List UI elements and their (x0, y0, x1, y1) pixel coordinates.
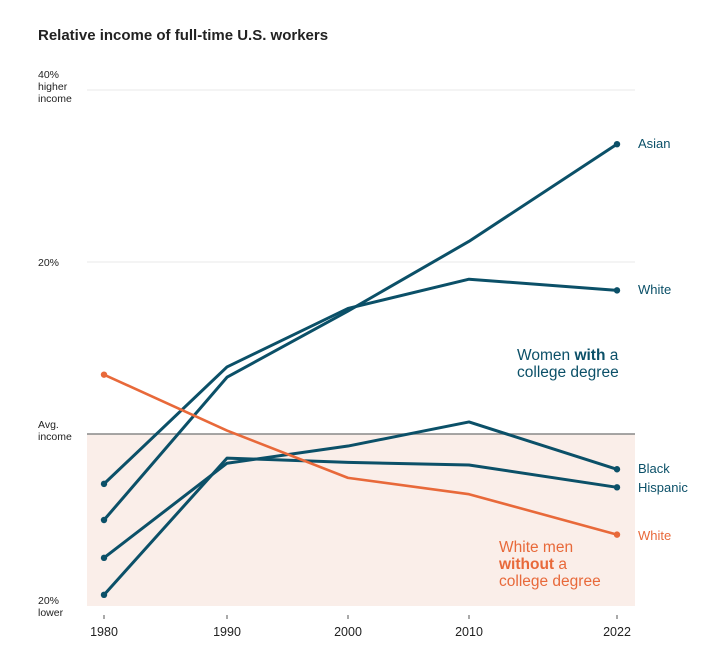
y-tick-label-line: higher (38, 81, 68, 93)
series-label-white-men-without-degree: White (638, 528, 671, 543)
x-tick-label: 2022 (603, 625, 631, 639)
annotation-text: with (573, 347, 605, 364)
annotation-text: a (605, 347, 618, 364)
series-line-black (102, 420, 619, 560)
annotation-men: White men without a college degree (498, 539, 601, 590)
series-point-white-men-without-degree (613, 531, 621, 538)
annotation-women: Women with a college degree (517, 347, 619, 381)
series-label-black: Black (638, 461, 670, 476)
series-point-hispanic (613, 484, 621, 491)
y-tick-label: 40% higher income (38, 69, 72, 105)
series-label-hispanic: Hispanic (638, 480, 688, 495)
y-tick-label-line: 40% (38, 69, 59, 81)
series-point-white (613, 287, 621, 294)
annotation-text: a (554, 556, 567, 573)
series-point-white (100, 480, 108, 488)
annotation-text: college degree (517, 364, 619, 381)
series-point-white-men-without-degree (100, 371, 108, 378)
series-point-black (100, 554, 108, 562)
y-tick-label: 20% (38, 257, 59, 269)
annotation-text: college degree (499, 573, 601, 590)
series-line-hispanic (102, 456, 619, 597)
y-tick-label-line: 20% (38, 257, 59, 269)
y-tick-label: Avg. income (38, 419, 72, 443)
x-tick-label: 1990 (213, 625, 241, 639)
annotation-text: Women (517, 347, 574, 364)
y-tick-label-line: lower (38, 607, 64, 619)
y-tick-label-line: 20% (38, 595, 59, 607)
x-tick-label: 2000 (334, 625, 362, 639)
y-tick-label-line: income (38, 431, 72, 443)
series-point-hispanic (100, 591, 108, 599)
series-point-asian (613, 140, 621, 148)
series-line-asian (102, 142, 619, 522)
series-point-asian (100, 516, 108, 524)
series-line-white (102, 277, 619, 486)
series-line-white-men-without-degree (102, 373, 619, 536)
annotation-text: White men (499, 539, 573, 556)
y-tick-label: 20% lower (38, 595, 64, 619)
y-tick-label-line: Avg. (38, 419, 59, 431)
chart-title: Relative income of full-time U.S. worker… (38, 27, 328, 44)
series-label-asian: Asian (638, 136, 671, 151)
x-tick-label: 2010 (455, 625, 483, 639)
series-label-white: White (638, 282, 671, 297)
annotation-text: without (498, 556, 554, 573)
series-point-black (613, 466, 621, 473)
y-tick-label-line: income (38, 93, 72, 105)
x-tick-label: 1980 (90, 625, 118, 639)
